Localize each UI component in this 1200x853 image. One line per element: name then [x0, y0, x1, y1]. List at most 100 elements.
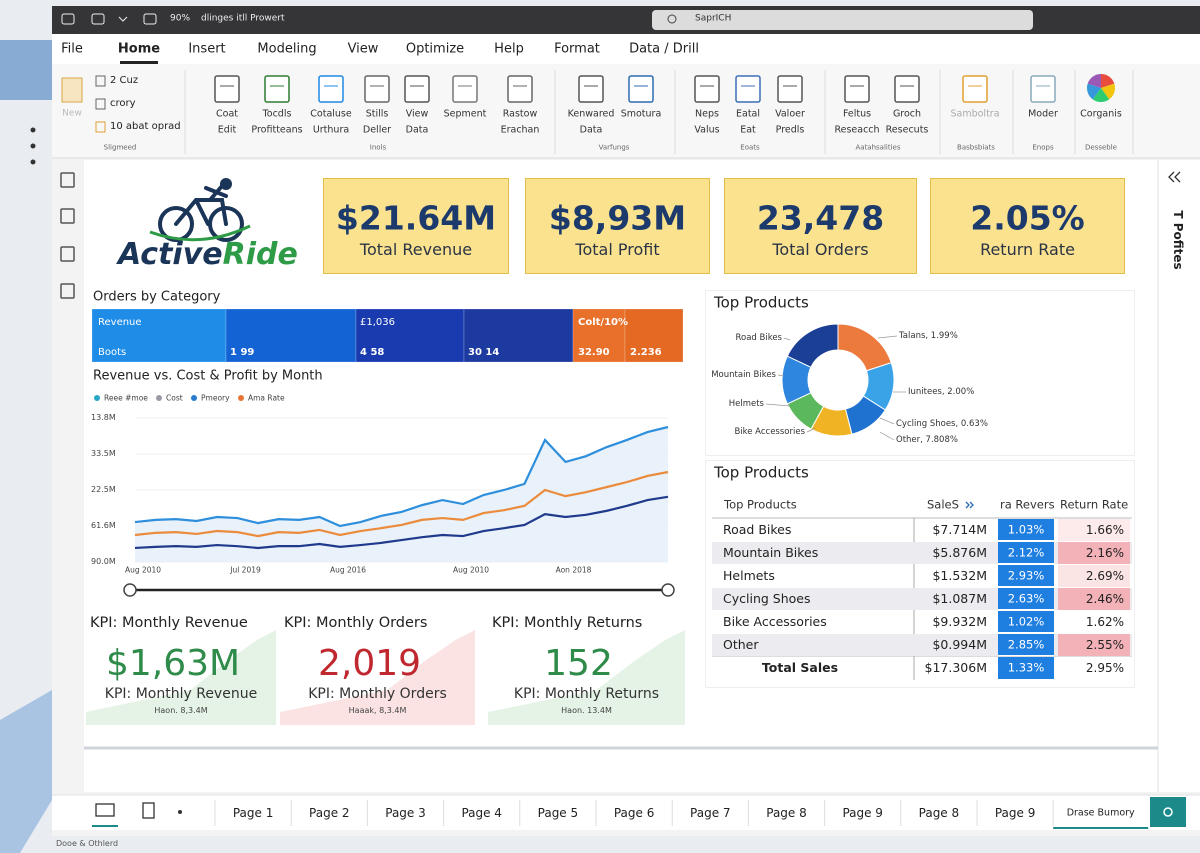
zoom-level: 90%	[170, 13, 191, 24]
ribbon-button[interactable]: Tocdls	[262, 108, 292, 120]
page-tab[interactable]: Page 7	[690, 806, 731, 820]
ribbon-button[interactable]: Eat	[740, 124, 756, 136]
table-cell: $9.932M	[932, 613, 987, 629]
ribbon-icon	[1101, 74, 1115, 88]
area-fill	[135, 427, 668, 562]
ribbon-button[interactable]: Rastow	[502, 108, 538, 120]
ribbon-button[interactable]: Data	[579, 124, 603, 136]
ribbon-tab[interactable]: Format	[554, 41, 600, 57]
ribbon-button[interactable]: Groch	[892, 108, 922, 120]
ribbon-button[interactable]: Stills	[365, 108, 389, 120]
ribbon-tab[interactable]: Insert	[188, 41, 226, 57]
donut-slice	[786, 323, 839, 368]
page-tab[interactable]: Drase Bumory	[1066, 807, 1135, 819]
ribbon-group-label: Eoats	[740, 143, 760, 152]
page-tab[interactable]: Page 8	[918, 806, 960, 820]
table-cell-shade	[1058, 542, 1130, 564]
ribbon-button[interactable]: Deller	[362, 124, 392, 136]
page-tab[interactable]: Page 9	[994, 806, 1036, 820]
ribbon-button[interactable]: Eatal	[735, 108, 761, 120]
ribbon-button[interactable]: 10 abat oprad	[110, 121, 181, 132]
page-tab[interactable]: Page 9	[842, 806, 883, 820]
y-tick-label: 13.8M	[91, 413, 116, 422]
x-tick-label: Aug 2010	[124, 565, 162, 575]
logo-swoosh	[149, 224, 251, 242]
kpi-card-note: Haon. 8,3.4M	[154, 706, 208, 715]
kpi-card	[930, 178, 1125, 274]
ribbon-button[interactable]: Corganis	[1080, 108, 1122, 120]
page-tab[interactable]: Page 1	[232, 806, 274, 820]
page-tab[interactable]: Page 3	[385, 806, 426, 820]
ribbon-button[interactable]: Neps	[695, 108, 719, 120]
ribbon-button[interactable]: Erachan	[500, 124, 540, 136]
table-cell: Other	[723, 636, 759, 652]
ribbon-icon	[1092, 88, 1110, 102]
ribbon-icon	[844, 75, 870, 103]
page-tab[interactable]: Page 8	[766, 806, 807, 820]
ribbon-button[interactable]: New	[62, 108, 82, 119]
table-cell: 2.85%	[1007, 637, 1045, 652]
table-cell: $1.087M	[932, 590, 987, 606]
ribbon-button[interactable]: Samboltra	[950, 108, 1000, 120]
table-total: 2.95%	[1085, 661, 1124, 675]
table-cell-shade	[1058, 565, 1130, 587]
kpi-card-value: 2,019	[317, 643, 422, 684]
ribbon-icon	[735, 75, 761, 103]
nav-icon	[60, 283, 75, 299]
donut-label: Helmets	[728, 398, 764, 409]
ribbon-button[interactable]: Edit	[217, 124, 237, 136]
add-page-button	[1150, 797, 1186, 827]
ribbon-button[interactable]: Reseacch	[834, 124, 880, 136]
ribbon-tab[interactable]: Home	[117, 41, 161, 57]
page-tab[interactable]: Page 2	[309, 806, 350, 820]
segment-label: 2.236	[630, 347, 662, 358]
ribbon-group-label: Basbsbiats	[957, 143, 995, 152]
table-cell: Helmets	[723, 567, 775, 583]
ribbon-button[interactable]: Kenwared	[567, 108, 615, 120]
table-cell-bar	[998, 634, 1054, 656]
ribbon-tab[interactable]: File	[61, 41, 83, 57]
ribbon-button[interactable]: 2 Cuz	[110, 75, 139, 86]
ribbon-button[interactable]: Predls	[775, 124, 805, 136]
x-tick-label: Aon 2018	[555, 565, 592, 575]
kpi-card-title: KPI: Monthly Orders	[284, 614, 428, 631]
ribbon-button[interactable]: Feltus	[842, 108, 872, 120]
panel-title: Orders by Category	[93, 289, 221, 305]
kpi-card-subtitle: KPI: Monthly Returns	[513, 686, 660, 702]
ribbon-button[interactable]: Resecuts	[885, 124, 929, 136]
ribbon-button[interactable]: Valoer	[775, 108, 805, 120]
nav-dot	[178, 810, 182, 814]
table-cell: Cycling Shoes	[723, 590, 811, 606]
ribbon-button[interactable]: Profitteans	[251, 124, 303, 136]
ribbon-button[interactable]: Moder	[1028, 108, 1058, 120]
ribbon-icon	[61, 77, 83, 103]
table-cell: 2.63%	[1007, 591, 1045, 606]
ribbon-icon	[264, 75, 290, 103]
ribbon-button[interactable]: Sepment	[443, 108, 487, 120]
page-tab[interactable]: Page 5	[537, 806, 579, 820]
ribbon-button[interactable]: Urthura	[312, 124, 350, 136]
ribbon-group-label: Inols	[369, 143, 387, 152]
ribbon-tab[interactable]: Help	[494, 41, 524, 57]
ribbon-button[interactable]: Data	[405, 124, 429, 136]
ribbon-button[interactable]: Coat	[216, 108, 238, 120]
chart-title: Revenue vs. Cost & Profit by Month	[93, 368, 323, 384]
ribbon-button[interactable]: View	[405, 108, 429, 120]
ribbon-tab[interactable]: Data / Drill	[629, 41, 699, 57]
table-header: Return Rate	[1060, 497, 1129, 512]
page-tab[interactable]: Page 6	[613, 806, 655, 820]
search-box[interactable]: SaprICH	[695, 13, 732, 24]
ribbon-button[interactable]: Smotura	[620, 108, 662, 120]
ribbon-button[interactable]: Cotaluse	[310, 108, 352, 120]
side-pane-label[interactable]: T Pofites	[1171, 210, 1185, 270]
table-total: Total Sales	[761, 659, 839, 675]
page-tab[interactable]: Page 4	[461, 806, 502, 820]
table-cell: 2.69%	[1085, 569, 1124, 583]
ribbon-tab[interactable]: Modeling	[257, 41, 317, 57]
ribbon-button[interactable]: Valus	[694, 124, 720, 136]
table-cell-shade	[1058, 634, 1130, 656]
table-cell: 2.16%	[1085, 546, 1124, 560]
ribbon-button[interactable]: crory	[110, 98, 136, 109]
ribbon-tab[interactable]: View	[347, 41, 379, 57]
ribbon-tab[interactable]: Optimize	[405, 41, 465, 57]
